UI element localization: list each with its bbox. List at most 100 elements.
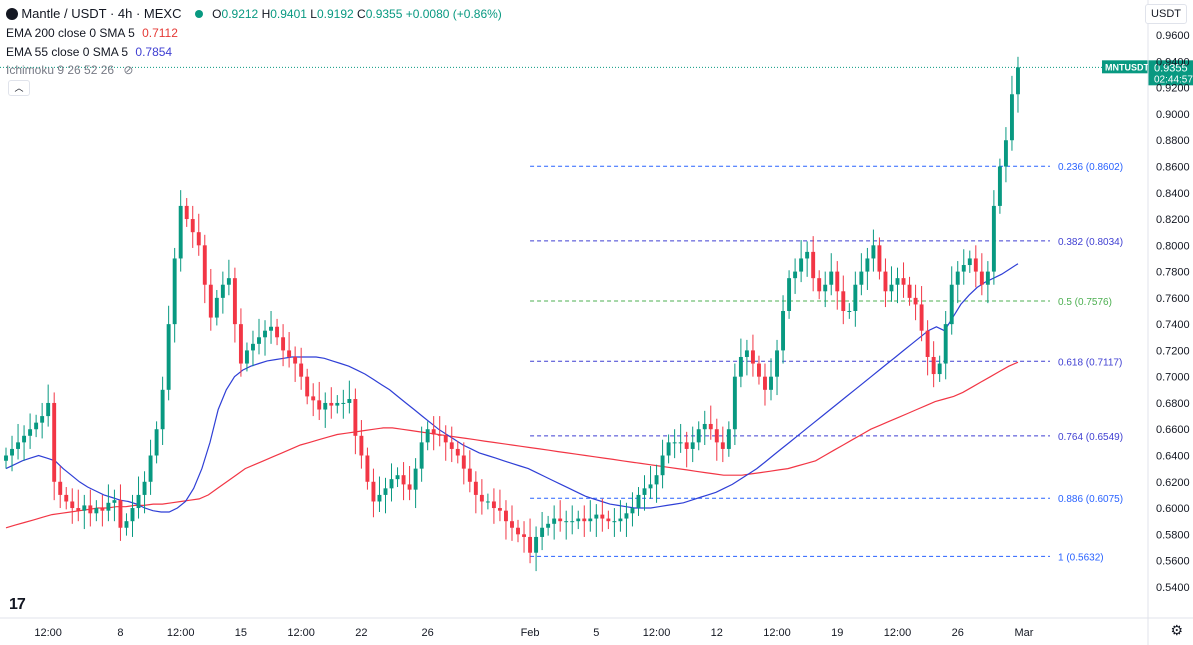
candle [172, 247, 177, 343]
candle-body [708, 423, 713, 430]
candle-body [118, 500, 123, 528]
candle [467, 450, 472, 493]
candle [552, 505, 557, 540]
candle [371, 468, 376, 518]
candle-body [853, 284, 858, 311]
ichimoku-legend[interactable]: Ichimoku 9 26 52 26 ⊘ [6, 63, 133, 77]
price-tick-label: 0.9400 [1156, 56, 1190, 68]
candle [612, 508, 617, 537]
candle-body [1009, 94, 1014, 141]
time-tick-label: 26 [952, 627, 964, 639]
candle-body [582, 518, 587, 522]
candle [329, 387, 334, 419]
candle [52, 392, 57, 501]
candle-body [889, 284, 894, 292]
candle-body [612, 521, 617, 523]
ema55-legend[interactable]: EMA 55 close 0 SMA 5 0.7854 [6, 45, 172, 59]
ema200-label: EMA 200 close 0 SMA 5 [6, 26, 135, 40]
candle-body [805, 251, 810, 259]
time-axis[interactable]: 12:00 8 12:00 15 12:00 22 26 Feb 5 12:00 12 12:00 19… [0, 617, 1193, 639]
candle-body [371, 481, 376, 502]
price-tick-label: 0.6800 [1156, 398, 1190, 410]
candle [781, 295, 786, 364]
candle [540, 511, 545, 551]
candle-body [949, 284, 954, 325]
candle-body [726, 429, 731, 449]
time-tick-label: 12:00 [884, 627, 912, 639]
ohlc-high: 0.9401 [270, 7, 307, 21]
candle [437, 416, 442, 447]
time-tick-label: 5 [593, 627, 599, 639]
candle-body [757, 363, 761, 377]
candle [708, 405, 713, 440]
candle-body [10, 448, 14, 456]
candle [214, 289, 219, 326]
gear-icon[interactable]: ⚙ [1170, 622, 1183, 638]
ema200-polyline [5, 361, 1019, 529]
candle [997, 158, 1002, 214]
candle-body [94, 508, 99, 514]
candle [588, 500, 593, 532]
candle [847, 303, 852, 319]
candle-body [52, 402, 57, 482]
candle-body [690, 442, 695, 449]
candle-body [431, 429, 436, 435]
candle [805, 241, 810, 277]
candle-body [678, 442, 683, 444]
candle [118, 484, 123, 541]
candle [473, 471, 478, 514]
candle-body [88, 505, 93, 514]
candle-body [732, 376, 737, 430]
candle-body [865, 258, 870, 272]
candle-body [967, 258, 972, 266]
candle-body [775, 350, 779, 377]
candle [823, 271, 828, 308]
candle-body [823, 284, 828, 292]
candle [696, 421, 701, 451]
candle [961, 249, 966, 285]
candle [34, 414, 39, 438]
price-axis[interactable]: 0.9600 0.9400 0.9200 0.9000 0.8800 0.8600 0.84… [1147, 0, 1190, 645]
candle [702, 410, 707, 445]
candle-body [383, 488, 388, 495]
price-tick-label: 0.7200 [1156, 345, 1190, 357]
tradingview-logo-icon[interactable]: 17 [9, 596, 26, 613]
candle-body [389, 479, 394, 489]
candle [811, 236, 816, 292]
candle-body [214, 297, 219, 318]
fib-level-label: 0.382 (0.8034) [1058, 237, 1123, 248]
eye-hidden-icon[interactable]: ⊘ [123, 63, 134, 77]
ema200-legend[interactable]: EMA 200 close 0 SMA 5 0.7112 [6, 26, 178, 40]
candle-body [558, 518, 563, 522]
candle [178, 190, 183, 272]
candle [504, 500, 508, 540]
price-tick-label: 0.7600 [1156, 293, 1190, 305]
candle-body [425, 429, 430, 443]
candle-body [552, 518, 557, 524]
candle-body [702, 423, 707, 430]
candle [88, 489, 93, 527]
candle [377, 476, 382, 512]
candle [738, 338, 743, 388]
ema55-value: 0.7854 [135, 45, 173, 59]
candle [154, 421, 159, 464]
time-tick-label: 26 [422, 627, 434, 639]
collapse-legend-button[interactable]: ︿ [8, 80, 30, 96]
price-tag-value: 0.9355 [1154, 62, 1188, 74]
candle-body [407, 484, 412, 490]
candle-body [576, 518, 581, 522]
candle-body [660, 455, 665, 476]
candle-body [1016, 67, 1020, 95]
candle [642, 475, 647, 511]
candle-body [166, 324, 171, 390]
currency-selector[interactable]: USDT [1145, 4, 1187, 24]
candle [208, 268, 213, 331]
candle-body [510, 521, 514, 528]
candle-body [787, 278, 792, 311]
candle [522, 521, 526, 553]
candle [546, 515, 551, 536]
candle-body [817, 278, 822, 292]
candle [630, 492, 635, 527]
candle-body [528, 536, 533, 553]
